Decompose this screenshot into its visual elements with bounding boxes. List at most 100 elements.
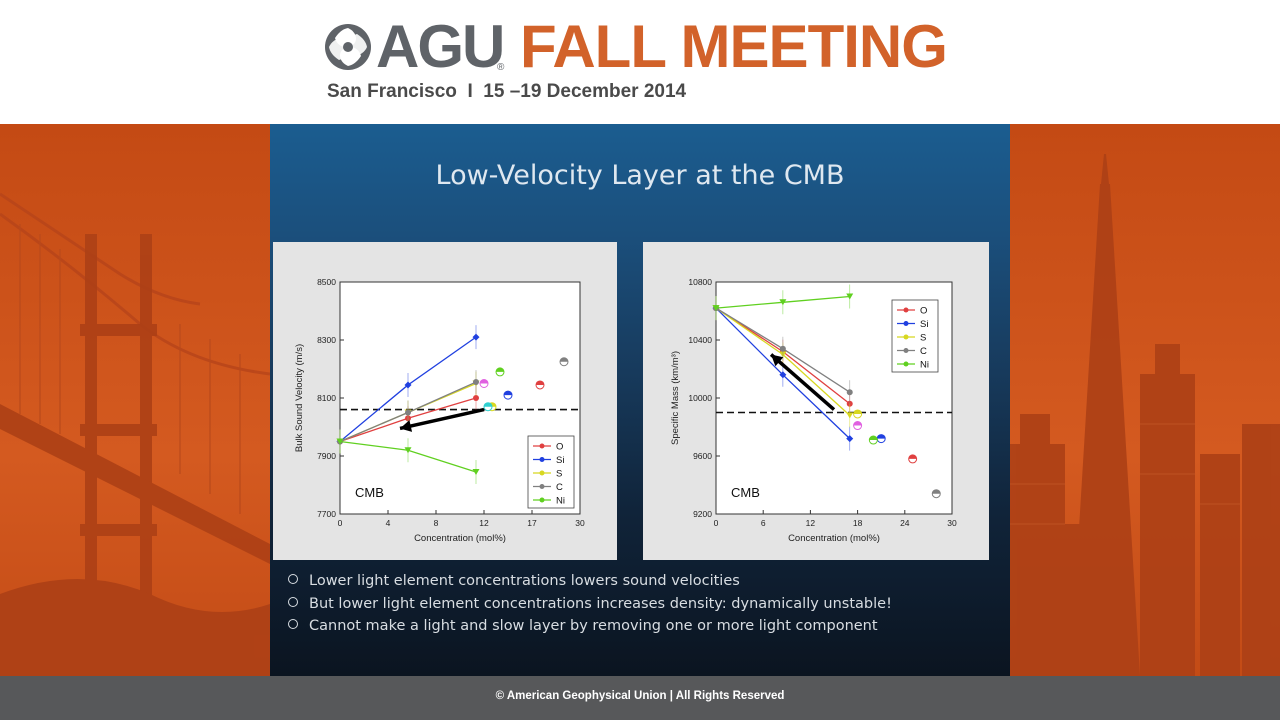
chart0-x-tick-label: 30	[575, 518, 585, 528]
chart0-data-point-c	[473, 379, 479, 386]
chart0-y-tick-label: 8300	[317, 335, 336, 345]
chart0-legend-label-s: S	[556, 469, 562, 480]
bullet-text: Lower light element concentrations lower…	[309, 573, 740, 589]
chart0-data-point-o	[473, 395, 479, 401]
chart1-half-filled-point-top	[908, 454, 917, 459]
velocity-chart: 0 4 8 12 17 30 7700 7900 8100 8300 8500 Concentrati…	[294, 277, 585, 544]
copyright-text: © American Geophysical Union | All Right…	[495, 690, 785, 702]
chart1-legend-label-ni: Ni	[920, 360, 929, 371]
chart-panel-velocity: 0 4 8 12 17 30 7700 7900 8100 8300 8500 Concentrati…	[273, 242, 617, 560]
skyline-background-right	[1010, 124, 1280, 676]
chart1-half-filled-point-top	[877, 434, 886, 439]
chart1-data-point-si	[779, 371, 787, 379]
chart-panel-density: 0 6 12 18 24 30 9200 9600 10000 10400 10800 Concent…	[643, 242, 989, 560]
chart0-legend-swatch-marker	[539, 443, 545, 449]
transamerica-skyline-illustration	[1010, 154, 1280, 676]
chart0-legend-box	[527, 435, 575, 509]
chart1-data-point-ni	[712, 305, 720, 312]
bullet-item: But lower light element concentrations i…	[288, 593, 988, 616]
bullet-text: But lower light element concentrations i…	[309, 595, 892, 612]
chart1-x-tick-label: 0	[714, 518, 719, 528]
chart1-legend-label-s: S	[920, 333, 926, 344]
chart0-legend-label-si: Si	[556, 455, 564, 466]
chart0-x-tick-label: 12	[479, 518, 489, 528]
chart1-x-tick-label: 18	[853, 518, 863, 528]
chart0-trend-arrow	[399, 407, 485, 431]
chart0-y-tick-label: 7700	[317, 509, 336, 519]
chart0-legend-label-ni: Ni	[556, 496, 565, 507]
chart0-legend-swatch-marker	[539, 470, 545, 476]
chart0-legend-swatch-marker	[539, 457, 545, 462]
golden-gate-bridge-illustration	[0, 192, 270, 676]
chart0-data-point-c	[405, 409, 411, 416]
chart1-legend-label-c: C	[920, 346, 927, 357]
chart1-legend-swatch-marker	[903, 361, 909, 367]
chart1-data-point-s	[846, 412, 854, 419]
chart1-legend-swatch-marker	[903, 321, 909, 326]
chart1-data-point-ni	[779, 299, 787, 306]
chart0-half-filled-point-top	[504, 391, 512, 396]
chart1-half-filled-point-top	[869, 436, 878, 441]
chart1-x-tick-label: 12	[806, 518, 816, 528]
chart0-y-axis-label: Bulk Sound Velocity (m/s)	[294, 344, 305, 452]
chart1-trend-arrow-head	[771, 354, 784, 367]
chart0-half-filled-point-top	[480, 379, 488, 384]
chart1-data-point-c	[779, 345, 786, 352]
chart0-x-tick-label: 0	[338, 518, 343, 528]
chart0-y-tick-label: 8100	[317, 393, 336, 403]
chart0-y-tick-label: 8500	[317, 277, 336, 287]
chart0-legend: O Si SC Ni	[527, 435, 575, 509]
chart1-data-point-c	[846, 389, 853, 396]
bullet-text: Cannot make a light and slow layer by re…	[309, 618, 878, 634]
chart1-legend-box	[891, 299, 939, 373]
chart0-legend-swatch-marker	[539, 484, 545, 489]
density-chart: 0 6 12 18 24 30 9200 9600 10000 10400 10800 Concent…	[670, 277, 957, 544]
chart0-trend-arrow-head	[400, 420, 413, 432]
chart0-legend-label-o: O	[556, 442, 563, 453]
chart1-half-filled-point-top	[932, 489, 941, 494]
chart0-data-point-si	[472, 333, 480, 341]
chart1-x-tick-label: 24	[900, 518, 910, 528]
bullet-circle-icon	[288, 619, 298, 629]
bullet-list: Lower light element concentrations lower…	[288, 570, 988, 638]
chart1-legend-swatch-marker	[903, 307, 909, 313]
chart0-data-point-ni	[472, 468, 480, 475]
chart1-y-tick-label: 10800	[688, 277, 712, 287]
chart1-legend-label-si: Si	[920, 319, 928, 330]
event-title: FALL MEETING	[520, 13, 948, 80]
chart1-x-tick-label: 30	[947, 518, 957, 528]
event-location-date: San Francisco I 15 –19 December 2014	[327, 81, 687, 102]
chart0-data-point-si	[404, 381, 412, 389]
agu-logo-text: AGU	[376, 13, 505, 80]
presentation-slide: Low-Velocity Layer at the CMB 0 4 8 12 17 30 7…	[270, 124, 1010, 676]
chart0-data-point-ni	[404, 447, 412, 454]
chart0-legend-label-c: C	[556, 482, 563, 493]
chart1-data-point-ni	[846, 293, 854, 300]
chart1-x-tick-label: 6	[761, 518, 766, 528]
bridge-background-left	[0, 124, 270, 676]
chart1-y-tick-label: 10000	[688, 393, 712, 403]
agu-logo-icon	[325, 24, 371, 70]
chart0-y-tick-label: 7900	[317, 451, 336, 461]
chart1-cmb-annotation: CMB	[731, 485, 760, 500]
chart0-x-tick-label: 4	[386, 518, 391, 528]
chart1-legend-swatch-marker	[903, 334, 909, 340]
chart1-y-tick-label: 9600	[693, 451, 712, 461]
chart1-x-axis-label: Concentration (mol%)	[788, 533, 880, 544]
bullet-item: Lower light element concentrations lower…	[288, 570, 988, 593]
chart0-legend-swatch-marker	[539, 497, 545, 503]
registered-mark: ®	[497, 62, 505, 73]
chart0-x-tick-label: 17	[527, 518, 537, 528]
chart0-data-point-ni	[336, 438, 344, 445]
chart1-half-filled-point-top	[853, 421, 862, 426]
conference-header: AGU ® FALL MEETING San Francisco I 15 –1…	[0, 0, 1280, 124]
chart1-data-point-si	[846, 435, 854, 443]
chart0-half-filled-point-top	[560, 357, 568, 362]
chart1-half-filled-point-top	[853, 409, 862, 414]
chart1-legend-swatch-marker	[903, 348, 909, 353]
chart1-y-tick-label: 9200	[693, 509, 712, 519]
chart0-x-axis-label: Concentration (mol%)	[414, 533, 506, 544]
slide-title: Low-Velocity Layer at the CMB	[435, 160, 845, 191]
chart1-legend: O Si SC Ni	[891, 299, 939, 373]
chart0-cmb-annotation: CMB	[355, 485, 384, 500]
